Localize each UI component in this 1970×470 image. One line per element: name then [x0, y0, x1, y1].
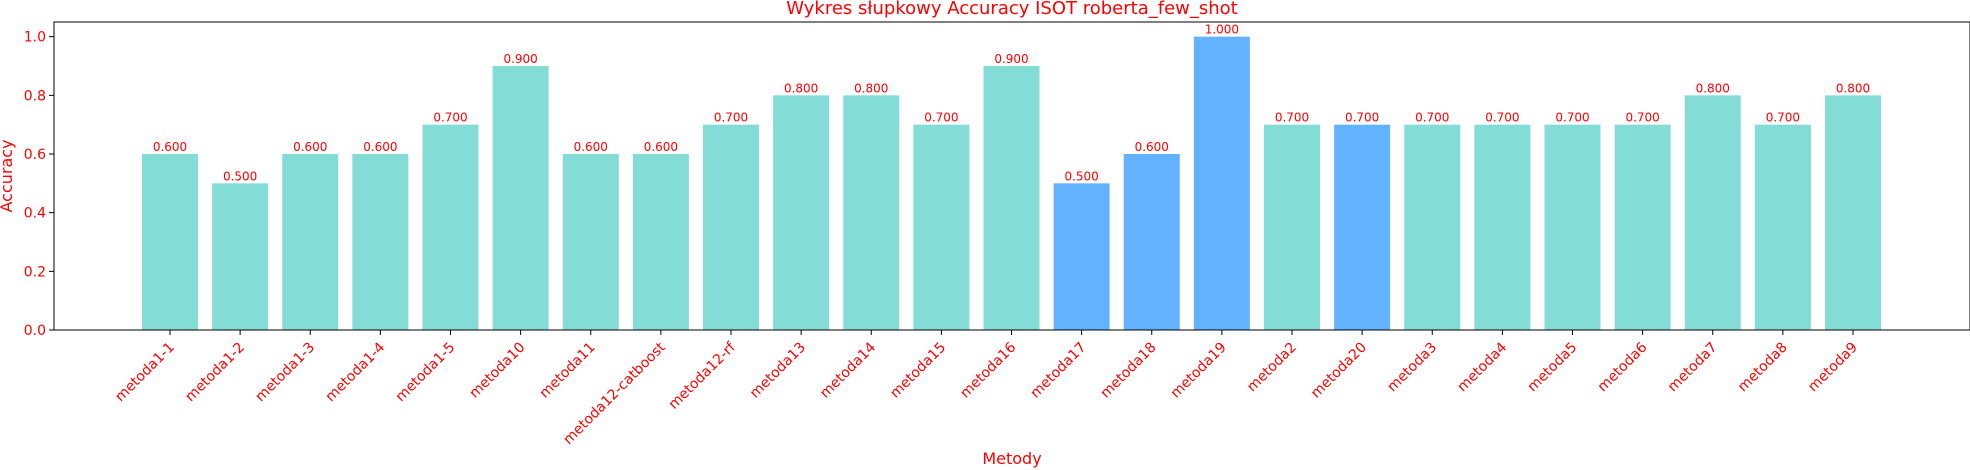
x-tick-label-metoda1-3: metoda1-3 [253, 340, 319, 406]
x-tick-label-metoda5: metoda5 [1525, 340, 1581, 396]
value-label-metoda19: 1.000 [1205, 23, 1239, 37]
y-tick-label: 0.0 [24, 323, 46, 339]
bar-metoda9 [1825, 95, 1881, 330]
value-label-metoda15: 0.700 [924, 111, 958, 125]
y-tick-label: 1.0 [24, 30, 46, 46]
x-tick-label-metoda3: metoda3 [1384, 340, 1440, 396]
bar-metoda13 [773, 95, 830, 330]
value-label-metoda4: 0.700 [1485, 111, 1519, 125]
x-tick-label-metoda6: metoda6 [1595, 339, 1651, 395]
bar-metoda1-4 [352, 154, 409, 330]
bars-group [142, 36, 1881, 331]
bar-metoda15 [913, 124, 970, 331]
plot-frame [53, 21, 1970, 331]
value-label-metoda17: 0.500 [1064, 169, 1098, 183]
x-tick-label-metoda17: metoda17 [1028, 340, 1090, 402]
value-label-metoda14: 0.800 [854, 81, 888, 95]
bar-metoda1-3 [282, 154, 339, 330]
bar-metoda14 [843, 95, 900, 330]
value-label-metoda1-3: 0.600 [293, 140, 327, 154]
y-tick-label: 0.8 [24, 88, 46, 104]
x-tick-label-metoda1-1: metoda1-1 [112, 340, 178, 406]
x-tick-label-metoda11: metoda11 [537, 340, 599, 402]
x-tick-label-metoda1-4: metoda1-4 [323, 339, 389, 405]
y-axis-label: Accuracy [0, 139, 16, 212]
value-label-metoda9: 0.800 [1836, 81, 1870, 95]
x-tick-label-metoda9: metoda9 [1805, 340, 1861, 396]
bar-metoda12-catboost [632, 154, 689, 330]
y-tick-label: 0.2 [24, 264, 46, 280]
bar-metoda10 [492, 66, 549, 330]
value-label-metoda11: 0.600 [574, 140, 608, 154]
bar-metoda6 [1614, 124, 1671, 331]
x-tick-label-metoda16: metoda16 [957, 339, 1019, 401]
value-label-metoda16: 0.900 [994, 52, 1028, 66]
value-label-metoda8: 0.700 [1766, 111, 1800, 125]
value-label-metoda7: 0.800 [1696, 81, 1730, 95]
value-label-metoda5: 0.700 [1555, 111, 1589, 125]
value-label-metoda10: 0.900 [503, 52, 537, 66]
x-tick-label-metoda4: metoda4 [1455, 339, 1511, 395]
x-tick-label-metoda1-5: metoda1-5 [393, 340, 459, 406]
x-tick-label-metoda10: metoda10 [467, 340, 529, 402]
x-axis-label: Metody [982, 449, 1041, 468]
x-tick-label-metoda15: metoda15 [887, 340, 949, 402]
x-tick-label-metoda20: metoda20 [1308, 340, 1370, 402]
x-tick-label-metoda18: metoda18 [1098, 340, 1160, 402]
y-tick-label: 0.6 [24, 147, 46, 163]
value-label-metoda1-2: 0.500 [223, 169, 257, 183]
bar-metoda4 [1474, 124, 1531, 331]
chart-title: Wykres słupkowy Accuracy ISOT roberta_fe… [786, 0, 1237, 19]
bar-metoda7 [1684, 95, 1741, 330]
value-label-metoda1-4: 0.600 [363, 140, 397, 154]
value-label-metoda1-1: 0.600 [153, 140, 187, 154]
bar-metoda18 [1123, 154, 1180, 330]
value-label-metoda2: 0.700 [1275, 111, 1309, 125]
x-tick-label-metoda12-rf: metoda12-rf [666, 339, 740, 413]
bar-metoda19 [1193, 36, 1250, 331]
bar-metoda8 [1754, 124, 1811, 331]
bar-metoda1-5 [422, 124, 479, 331]
x-tick-label-metoda19: metoda19 [1168, 340, 1230, 402]
x-tick-label-metoda13: metoda13 [747, 340, 809, 402]
y-tick-label: 0.4 [24, 206, 46, 222]
bar-metoda17 [1053, 183, 1110, 330]
value-label-metoda3: 0.700 [1415, 111, 1449, 125]
x-tick-label-metoda8: metoda8 [1735, 340, 1791, 396]
value-label-metoda6: 0.700 [1625, 111, 1659, 125]
bar-metoda11 [562, 154, 619, 330]
x-tick-label-metoda2: metoda2 [1244, 340, 1300, 396]
y-axis: 0.0 0.2 0.4 0.6 0.8 1.0 [24, 30, 54, 339]
x-tick-label-metoda14: metoda14 [817, 339, 879, 401]
x-tick-label-metoda7: metoda7 [1665, 340, 1721, 396]
x-tick-label-metoda1-2: metoda1-2 [182, 340, 248, 406]
bar-metoda5 [1544, 124, 1601, 331]
value-label-metoda12-catboost: 0.600 [644, 140, 678, 154]
value-label-metoda1-5: 0.700 [433, 111, 467, 125]
bar-metoda16 [983, 66, 1040, 330]
bar-metoda20 [1334, 124, 1391, 331]
bar-metoda1-2 [212, 183, 269, 330]
bar-metoda3 [1404, 124, 1461, 331]
bar-metoda1-1 [142, 154, 198, 330]
value-label-metoda13: 0.800 [784, 81, 818, 95]
bar-metoda2 [1264, 124, 1320, 331]
x-axis: metoda1-1 metoda1-2 metoda1-3 metoda1-4 meto… [112, 330, 1861, 448]
value-label-metoda20: 0.700 [1345, 111, 1379, 125]
value-labels-group: 0.600 0.500 0.600 0.600 0.700 0.900 0.600 0.600… [153, 23, 1870, 184]
value-label-metoda18: 0.600 [1135, 140, 1169, 154]
value-label-metoda12-rf: 0.700 [714, 111, 748, 125]
bar-metoda12-rf [703, 124, 759, 331]
